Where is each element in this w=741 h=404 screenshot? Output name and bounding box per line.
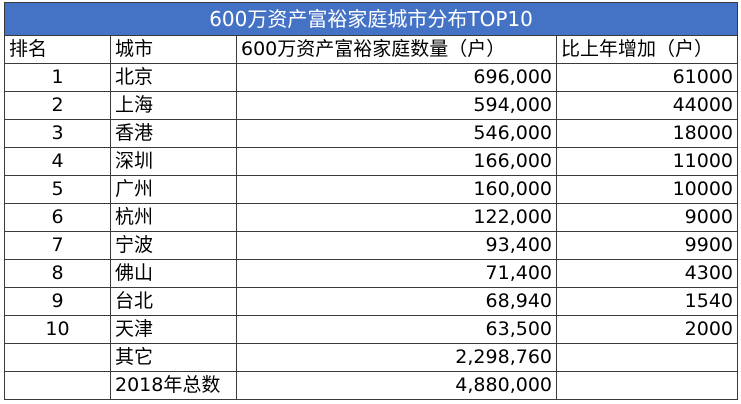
count-cell: 696,000 xyxy=(236,63,557,92)
rank-cell: 7 xyxy=(4,231,111,260)
header-rank: 排名 xyxy=(4,35,111,64)
increase-cell: 4300 xyxy=(555,259,739,288)
rank-cell: 9 xyxy=(4,287,111,316)
table-row: 5 广州 160,000 10000 xyxy=(4,175,739,204)
city-cell: 台北 xyxy=(110,287,237,316)
rank-cell: 5 xyxy=(4,175,111,204)
count-cell: 68,940 xyxy=(236,287,557,316)
rank-cell: 8 xyxy=(4,259,111,288)
table-title-row: 600万资产富裕家庭城市分布TOP10 xyxy=(3,2,739,36)
count-cell: 122,000 xyxy=(236,203,557,232)
table-row: 9 台北 68,940 1540 xyxy=(4,287,739,316)
header-increase: 比上年增加（户） xyxy=(555,35,739,64)
increase-cell: 11000 xyxy=(555,147,739,176)
other-count: 2,298,760 xyxy=(236,343,557,372)
table-row: 6 杭州 122,000 9000 xyxy=(4,203,739,232)
increase-cell: 44000 xyxy=(555,91,739,120)
table-row: 7 宁波 93,400 9900 xyxy=(4,231,739,260)
increase-cell: 61000 xyxy=(555,63,739,92)
empty-cell xyxy=(4,343,111,372)
increase-cell: 9900 xyxy=(555,231,739,260)
rank-cell: 4 xyxy=(4,147,111,176)
increase-cell: 9000 xyxy=(555,203,739,232)
table-row: 8 佛山 71,400 4300 xyxy=(4,259,739,288)
empty-cell xyxy=(555,343,739,372)
city-cell: 香港 xyxy=(110,119,237,148)
count-cell: 93,400 xyxy=(236,231,557,260)
city-cell: 深圳 xyxy=(110,147,237,176)
city-cell: 广州 xyxy=(110,175,237,204)
increase-cell: 18000 xyxy=(555,119,739,148)
city-cell: 杭州 xyxy=(110,203,237,232)
rank-cell: 3 xyxy=(4,119,111,148)
total-label: 2018年总数 xyxy=(110,371,237,400)
header-count: 600万资产富裕家庭数量（户） xyxy=(236,35,557,64)
rank-cell: 6 xyxy=(4,203,111,232)
increase-cell: 2000 xyxy=(555,315,739,344)
count-cell: 63,500 xyxy=(236,315,557,344)
table-row: 2 上海 594,000 44000 xyxy=(4,91,739,120)
city-cell: 宁波 xyxy=(110,231,237,260)
count-cell: 546,000 xyxy=(236,119,557,148)
empty-cell xyxy=(4,371,111,400)
count-cell: 166,000 xyxy=(236,147,557,176)
rank-cell: 10 xyxy=(4,315,111,344)
city-cell: 上海 xyxy=(110,91,237,120)
header-city: 城市 xyxy=(110,35,237,64)
table-row: 3 香港 546,000 18000 xyxy=(4,119,739,148)
other-label: 其它 xyxy=(110,343,237,372)
table-row: 1 北京 696,000 61000 xyxy=(4,63,739,92)
increase-cell: 1540 xyxy=(555,287,739,316)
city-cell: 天津 xyxy=(110,315,237,344)
rank-cell: 2 xyxy=(4,91,111,120)
increase-cell: 10000 xyxy=(555,175,739,204)
rank-cell: 1 xyxy=(4,63,111,92)
table-row: 10 天津 63,500 2000 xyxy=(4,315,739,344)
table-title: 600万资产富裕家庭城市分布TOP10 xyxy=(3,2,739,36)
city-cell: 佛山 xyxy=(110,259,237,288)
empty-cell xyxy=(555,371,739,400)
wealth-distribution-table: 600万资产富裕家庭城市分布TOP10 排名 城市 600万资产富裕家庭数量（户… xyxy=(3,2,739,400)
table-header-row: 排名 城市 600万资产富裕家庭数量（户） 比上年增加（户） xyxy=(4,35,739,64)
city-cell: 北京 xyxy=(110,63,237,92)
count-cell: 160,000 xyxy=(236,175,557,204)
other-row: 其它 2,298,760 xyxy=(4,343,739,372)
total-row: 2018年总数 4,880,000 xyxy=(4,371,739,400)
total-count: 4,880,000 xyxy=(236,371,557,400)
count-cell: 594,000 xyxy=(236,91,557,120)
table-row: 4 深圳 166,000 11000 xyxy=(4,147,739,176)
count-cell: 71,400 xyxy=(236,259,557,288)
